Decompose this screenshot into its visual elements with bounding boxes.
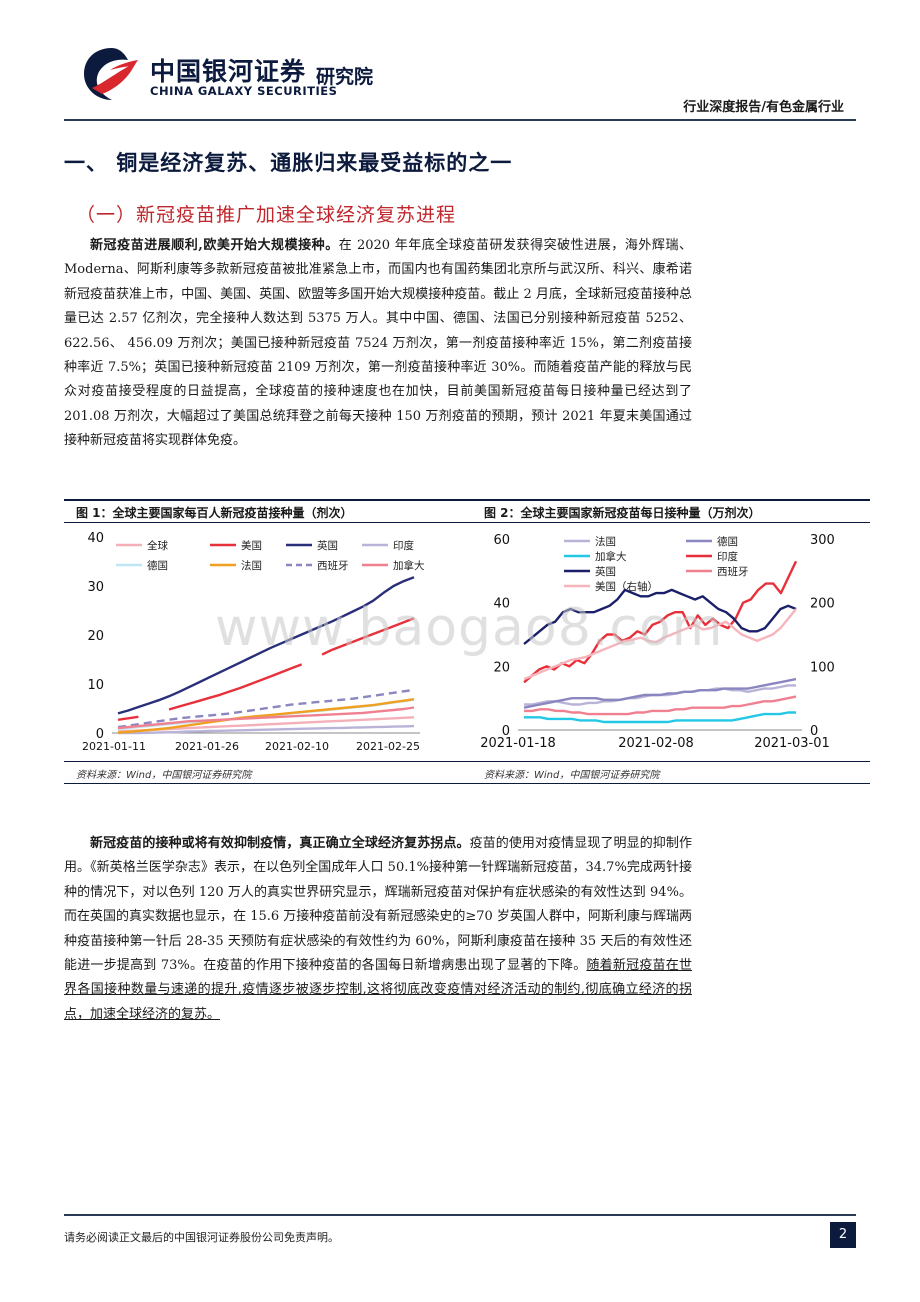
figure1-source: 资料来源：Wind，中国银河证券研究院 [76,770,252,781]
footer-rule [64,1214,856,1216]
series-line [523,608,797,681]
y-tick-label: 0 [96,727,104,742]
logo-en-text: CHINA GALAXY SECURITIES [150,84,338,98]
legend-label: 法国 [241,559,262,572]
y2-tick-label: 300 [810,533,835,548]
x-tick-label: 2021-01-18 [480,736,556,751]
series-line [523,588,797,645]
x-tick-label: 2021-02-08 [618,736,694,751]
y2-tick-label: 0 [810,724,818,739]
y-tick-label: 20 [493,660,510,675]
figure-band-bottom-rule [64,761,870,762]
paragraph2-body: 疫苗的使用对疫情显现了明显的抑制作用。《新英格兰医学杂志》表示，在以色列全国成年… [64,836,692,974]
page-number: 2 [830,1222,856,1248]
legend-label: 全球 [147,539,168,552]
legend-label: 印度 [393,539,414,552]
y-tick-label: 40 [87,531,104,546]
figure-band-source-rule [64,783,870,784]
x-tick-label: 2021-03-01 [754,736,830,751]
footer-disclaimer: 请务必阅读正文最后的中国银河证券股份公司免责声明。 [64,1231,339,1244]
galaxy-logo-icon [84,48,138,100]
legend-label: 德国 [717,535,738,548]
section-heading: 一、 铜是经济复苏、通胀归来最受益标的之一 [64,151,513,175]
legend-label: 印度 [717,550,738,563]
series-line [524,711,796,724]
paragraph-vaccine-progress: 新冠疫苗进展顺利,欧美开始大规模接种。在 2020 年年底全球疫苗研发获得突破性… [64,234,692,454]
watermark-text: www.baogao8.com [215,598,724,658]
legend-label: 西班牙 [717,566,749,578]
x-tick-label: 2021-02-25 [356,740,420,753]
header-rule [64,119,856,121]
series-line [524,695,797,716]
chart-vaccinations-per-hundred: 0 10 20 30 40 2021-01-11 2021-01-26 2021-02-10 2… [82,531,425,753]
legend-label: 加拿大 [595,550,627,563]
series-line [118,724,415,735]
y2-tick-label: 100 [810,660,835,675]
paragraph2-lead: 新冠疫苗的接种或将有效抑制疫情，真正确立全球经济复苏拐点。 [90,836,470,851]
paragraph-vaccine-effect: 新冠疫苗的接种或将有效抑制疫情，真正确立全球经济复苏拐点。疫苗的使用对疫情显现了… [64,832,692,1027]
series-line [117,576,415,715]
y-tick-label: 20 [87,629,104,644]
figure-band-title-rule [64,522,870,523]
subsection-heading: （一）新冠疫苗推广加速全球经济复苏进程 [76,204,457,226]
chart-daily-vaccinations: 0 20 40 60 0 100 200 300 2021-01-18 2021-02-08 202… [480,533,835,751]
legend-label: 美国（右轴） [595,580,658,593]
series-line [523,560,798,684]
figure1-title: 图 1：全球主要国家每百人新冠疫苗接种量（剂次） [76,506,353,520]
paragraph-body: 在 2020 年年底全球疫苗研发获得突破性进展，海外辉瑞、Moderna、阿斯利… [64,238,692,449]
figure-band-top-rule [64,499,870,501]
paragraph2-underlined: 随着新冠疫苗在世界各国接种数量与速递的提升,疫情逐步被逐步控制,这将彻底改变疫情… [64,958,692,1022]
series-line [117,617,415,721]
paragraph-lead: 新冠疫苗进展顺利,欧美开始大规模接种。 [90,238,339,253]
legend-label: 西班牙 [317,560,349,572]
legend-label: 法国 [595,535,616,548]
report-category: 行业深度报告/有色金属行业 [683,100,844,115]
x-tick-label: 2021-01-11 [82,740,146,753]
legend-label: 德国 [147,559,168,572]
series-line [117,706,415,730]
legend-label: 加拿大 [393,559,425,572]
legend-label: 美国 [241,539,262,552]
x-tick-label: 2021-02-10 [265,740,329,753]
y-tick-label: 40 [493,597,510,612]
y-tick-label: 30 [87,580,104,595]
logo-cn-text: 中国银河证券 [150,57,307,86]
y-tick-label: 0 [502,724,510,739]
institute-label: 研究院 [316,66,374,88]
figure2-title: 图 2：全球主要国家新冠疫苗每日接种量（万剂次） [484,506,761,520]
y-tick-label: 10 [87,678,104,693]
legend-label: 英国 [595,565,616,578]
legend-label: 英国 [317,539,338,552]
series-line [117,688,415,729]
x-tick-label: 2021-01-26 [175,740,239,753]
y-tick-label: 60 [493,533,510,548]
series-line [523,677,797,709]
y2-tick-label: 200 [810,597,835,612]
series-line [117,698,415,734]
figure2-source: 资料来源：Wind，中国银河证券研究院 [484,770,660,781]
